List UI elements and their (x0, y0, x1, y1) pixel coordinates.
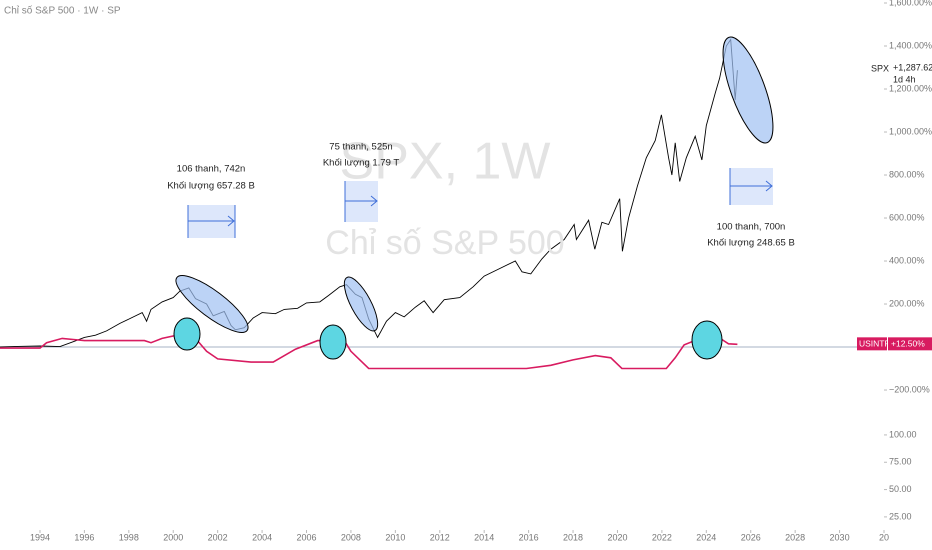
x-tick-label: 2030 (830, 532, 850, 542)
x-tick-label: 2000 (163, 532, 183, 542)
last-value-label: +12.50% (891, 339, 925, 349)
x-tick-label: 2028 (785, 532, 805, 542)
y-tick-label: 400.00% (889, 255, 925, 265)
highlight-circle (319, 324, 347, 360)
series-name: SPX (871, 63, 889, 73)
x-tick-label: 20 (879, 532, 889, 542)
axes (0, 2, 887, 533)
y-tick-label: 800.00% (889, 169, 925, 179)
y-tick-label: 1,200.00% (889, 83, 932, 93)
series-line (0, 38, 738, 348)
x-tick-label: 2014 (474, 532, 494, 542)
x-tick-label: 2004 (252, 532, 272, 542)
x-tick-label: 2020 (607, 532, 627, 542)
highlight-ellipse (722, 36, 774, 144)
x-tick-label: 1994 (30, 532, 50, 542)
arrow-head (765, 180, 773, 192)
x-tick-label: 1996 (74, 532, 94, 542)
series-name-badge (857, 337, 887, 351)
y2-tick-label: 50.00 (889, 484, 912, 494)
y2-tick-label: 100.00 (889, 429, 917, 439)
highlight-circle (173, 317, 201, 351)
x-tick-label: 2026 (741, 532, 761, 542)
annotation: 106 thanh, 742n (177, 164, 246, 175)
x-tick-label: 2008 (341, 532, 361, 542)
y-tick-label: −200.00% (889, 384, 930, 394)
last-value-label: +1,287.62% (893, 62, 932, 72)
x-tick-label: 2024 (696, 532, 716, 542)
y-tick-label: 1,400.00% (889, 40, 932, 50)
x-tick-label: 2010 (385, 532, 405, 542)
series-name: USINTR (859, 339, 891, 349)
countdown: 1d 4h (893, 74, 916, 84)
x-tick-label: 2002 (208, 532, 228, 542)
y2-tick-label: 75.00 (889, 457, 912, 467)
series-line (0, 333, 738, 370)
x-tick-label: 2016 (519, 532, 539, 542)
annotation: 75 thanh, 525n (329, 142, 392, 153)
x-tick-label: 2012 (430, 532, 450, 542)
last-value-badge (888, 337, 932, 351)
highlight-ellipse (343, 276, 379, 332)
arrow-head (227, 215, 235, 227)
y2-tick-label: 25.00 (889, 511, 912, 521)
drawings (173, 36, 774, 360)
y-tick-label: 600.00% (889, 212, 925, 222)
highlight-circle (691, 320, 723, 360)
x-tick-label: 2022 (652, 532, 672, 542)
chart-title: Chỉ số S&P 500 · 1W · SP (4, 5, 121, 17)
arrow-head (370, 195, 378, 207)
highlight-ellipse (175, 275, 249, 333)
y-tick-label: 1,600.00% (889, 0, 932, 7)
x-tick-label: 1998 (119, 532, 139, 542)
annotation: Khối lượng 657.28 B (167, 181, 255, 192)
y-tick-label: 1,000.00% (889, 126, 932, 136)
annotation: 100 thanh, 700n (717, 222, 786, 233)
y-tick-label: 200.00% (889, 298, 925, 308)
watermark: Chỉ số S&P 500 (325, 224, 564, 262)
annotation: Khối lượng 1.79 T (323, 158, 400, 169)
x-tick-label: 2018 (563, 532, 583, 542)
x-tick-label: 2006 (296, 532, 316, 542)
annotation: Khối lượng 248.65 B (707, 238, 795, 249)
